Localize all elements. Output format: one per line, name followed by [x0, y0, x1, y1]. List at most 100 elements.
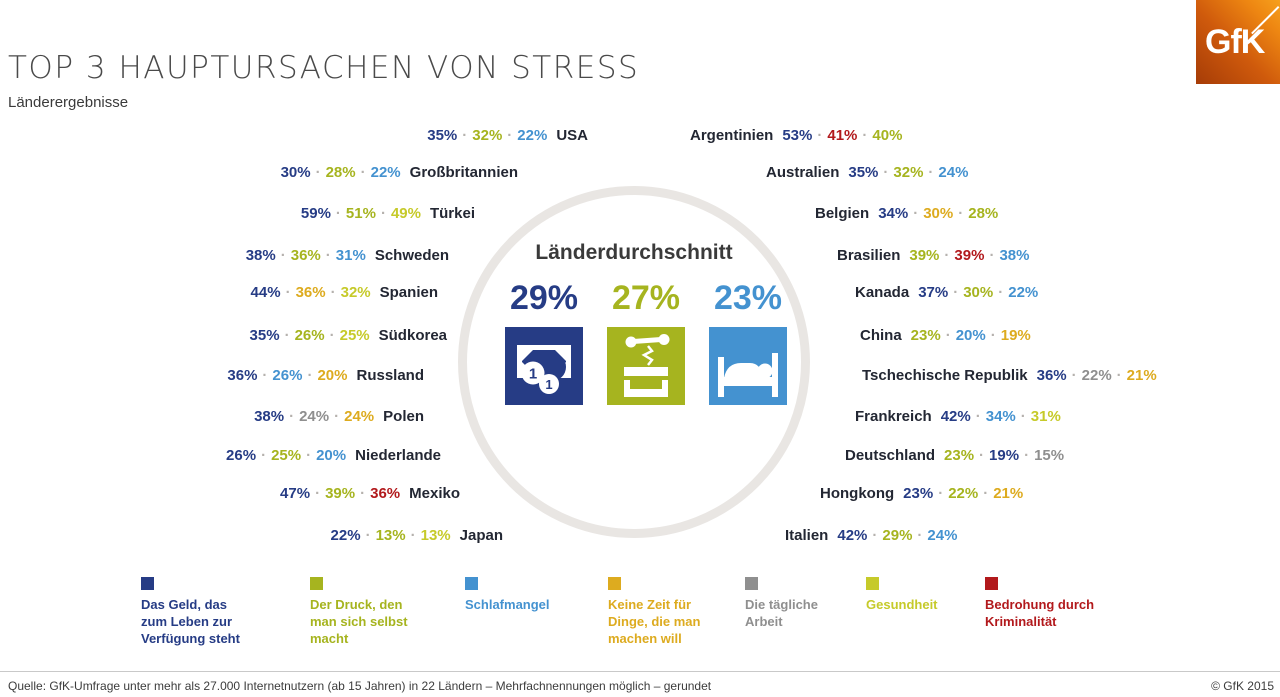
country-row-niederlande: 26% · 25% · 20% Niederlande	[224, 447, 499, 476]
country-name: China	[860, 327, 902, 344]
stat-value: 23%	[910, 327, 941, 344]
stat-value: 19%	[1000, 327, 1031, 344]
stat-value: 36%	[295, 284, 326, 301]
dot-separator: ·	[979, 447, 985, 464]
country-row-argentinien: Argentinien 53% · 41% · 40%	[631, 127, 905, 156]
country-row-tschechische-republik: Tschechische Republik 36% · 22% · 21%	[804, 367, 1159, 396]
dot-separator: ·	[872, 527, 878, 544]
dot-separator: ·	[983, 485, 989, 502]
average-stat-schlaf: 23%	[697, 279, 799, 405]
stat-value: 35%	[427, 127, 458, 144]
country-name: Frankreich	[855, 408, 932, 425]
page-title: TOP 3 HAUPTURSACHEN VON STRESS	[8, 50, 640, 86]
country-row-grossbritannien: 30% · 28% · 22% Großbritannien	[278, 164, 577, 193]
country-row-brasilien: Brasilien 39% · 39% · 38%	[778, 247, 1032, 276]
dot-separator: ·	[1020, 408, 1026, 425]
dot-separator: ·	[380, 205, 386, 222]
country-name: Brasilien	[837, 247, 901, 264]
country-name: Großbritannien	[409, 164, 518, 181]
dot-separator: ·	[945, 327, 951, 344]
stat-value: 25%	[339, 327, 370, 344]
stat-value: 38%	[999, 247, 1030, 264]
pressure-icon	[607, 327, 685, 405]
dot-separator: ·	[329, 327, 335, 344]
legend-item-geld: Das Geld, das zum Leben zur Verfügung st…	[141, 577, 291, 647]
stat-value: 22%	[1008, 284, 1039, 301]
legend-label: Schlafmangel	[465, 597, 550, 612]
stat-value: 34%	[985, 408, 1016, 425]
dot-separator: ·	[883, 164, 889, 181]
dot-separator: ·	[928, 164, 934, 181]
country-name: Tschechische Republik	[862, 367, 1028, 384]
dot-separator: ·	[330, 284, 336, 301]
average-stats: 29% 1 1 27%	[467, 279, 801, 405]
stat-value: 26%	[226, 447, 257, 464]
stat-value: 34%	[878, 205, 909, 222]
stat-value: 36%	[227, 367, 258, 384]
dot-separator: ·	[944, 247, 950, 264]
average-circle: Länderdurchschnitt 29% 1 1	[458, 186, 810, 538]
stat-value: 39%	[909, 247, 940, 264]
legend-swatch	[608, 577, 621, 590]
dot-separator: ·	[1024, 447, 1030, 464]
country-row-schweden: 38% · 36% · 31% Schweden	[243, 247, 508, 276]
dot-separator: ·	[315, 485, 321, 502]
stat-value: 38%	[245, 247, 276, 264]
dot-separator: ·	[315, 164, 321, 181]
dot-separator: ·	[953, 284, 959, 301]
dot-separator: ·	[462, 127, 468, 144]
stat-value: 20%	[317, 367, 348, 384]
country-name: Russland	[356, 367, 424, 384]
stat-value: 21%	[1126, 367, 1157, 384]
stat-value: 26%	[272, 367, 303, 384]
country-name: Türkei	[429, 205, 475, 222]
country-row-suedkorea: 35% · 26% · 25% Südkorea	[247, 327, 506, 356]
stat-value: 20%	[316, 447, 347, 464]
stat-value: 22%	[948, 485, 979, 502]
stat-value: 22%	[1081, 367, 1112, 384]
dot-separator: ·	[280, 247, 286, 264]
dot-separator: ·	[306, 447, 312, 464]
legend-label: Der Druck, den man sich selbst macht	[310, 597, 408, 646]
dot-separator: ·	[285, 284, 291, 301]
legend-label: Die tägliche Arbeit	[745, 597, 818, 629]
legend-label: Keine Zeit für Dinge, die man machen wil…	[608, 597, 701, 646]
country-row-tuerkei: 59% · 51% · 49% Türkei	[298, 205, 534, 234]
country-row-frankreich: Frankreich 42% · 34% · 31%	[797, 408, 1063, 437]
dot-separator: ·	[360, 485, 366, 502]
legend-item-schlafmangel: Schlafmangel	[465, 577, 615, 613]
stat-value: 36%	[290, 247, 321, 264]
dot-separator: ·	[958, 205, 964, 222]
country-row-belgien: Belgien 34% · 30% · 28%	[756, 205, 1001, 234]
stat-value: 31%	[335, 247, 366, 264]
country-row-china: China 23% · 20% · 19%	[802, 327, 1033, 356]
stat-value: 24%	[299, 408, 330, 425]
stat-value: 59%	[300, 205, 331, 222]
stat-value: 32%	[472, 127, 503, 144]
dot-separator: ·	[325, 247, 331, 264]
country-row-kanada: Kanada 37% · 30% · 22%	[796, 284, 1041, 313]
money-icon: 1 1	[505, 327, 583, 405]
stat-value: 41%	[827, 127, 858, 144]
country-row-polen: 38% · 24% · 24% Polen	[252, 408, 482, 437]
legend-swatch	[866, 577, 879, 590]
legend-item-gesundheit: Gesundheit	[866, 577, 1016, 613]
dot-separator: ·	[998, 284, 1004, 301]
dot-separator: ·	[913, 205, 919, 222]
average-title: Länderdurchschnitt	[535, 241, 733, 264]
average-value: 23%	[713, 279, 783, 317]
dot-separator: ·	[975, 408, 981, 425]
stat-value: 20%	[955, 327, 986, 344]
stat-value: 53%	[782, 127, 813, 144]
average-value: 29%	[509, 279, 579, 317]
country-name: Hongkong	[820, 485, 895, 502]
gfk-logo: GfK	[1196, 0, 1280, 84]
country-name: USA	[556, 127, 588, 144]
stat-value: 24%	[927, 527, 958, 544]
country-name: Spanien	[379, 284, 438, 301]
stat-value: 38%	[254, 408, 285, 425]
country-name: Australien	[766, 164, 840, 181]
dot-separator: ·	[938, 485, 944, 502]
stat-value: 25%	[271, 447, 302, 464]
